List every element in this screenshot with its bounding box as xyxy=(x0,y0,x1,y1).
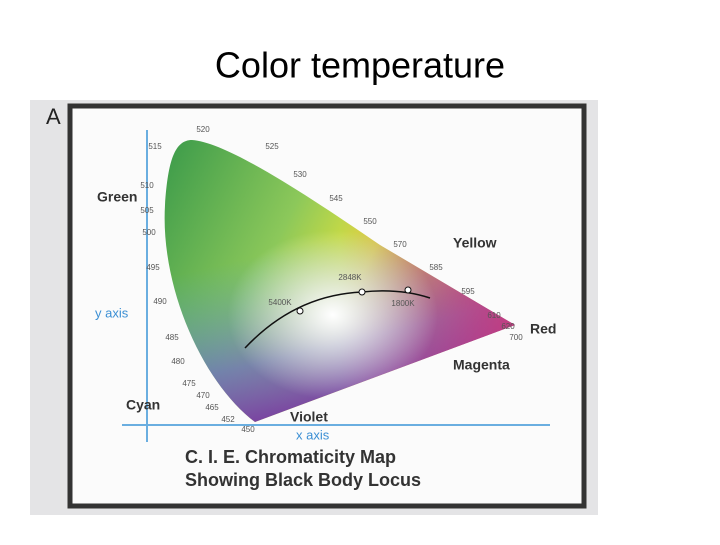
wavelength-label: 450 xyxy=(241,425,255,434)
wavelength-label: 700 xyxy=(509,333,523,342)
region-label: Violet xyxy=(290,409,328,425)
wavelength-label: 595 xyxy=(461,287,475,296)
axis-label: x axis xyxy=(296,427,330,442)
region-label: Yellow xyxy=(453,235,497,251)
wavelength-label: 500 xyxy=(142,228,156,237)
wavelength-label: 550 xyxy=(363,217,377,226)
wavelength-label: 465 xyxy=(205,403,219,412)
slide-title: Color temperature xyxy=(215,45,505,86)
temperature-label: 2848K xyxy=(338,273,362,282)
wavelength-label: 545 xyxy=(329,194,343,203)
wavelength-label: 585 xyxy=(429,263,443,272)
panel-label: A xyxy=(46,104,61,129)
region-label: Red xyxy=(530,321,556,337)
locus-point xyxy=(404,286,412,294)
wavelength-label: 505 xyxy=(140,206,154,215)
wavelength-label: 490 xyxy=(153,297,167,306)
wavelength-label: 452 xyxy=(221,415,235,424)
wavelength-label: 570 xyxy=(393,240,407,249)
caption: Showing Black Body Locus xyxy=(185,470,421,490)
wavelength-label: 620 xyxy=(501,322,515,331)
region-label: Cyan xyxy=(126,397,160,413)
wavelength-label: 470 xyxy=(196,391,210,400)
wavelength-label: 530 xyxy=(293,170,307,179)
horseshoe xyxy=(164,140,515,422)
wavelength-label: 510 xyxy=(140,181,154,190)
temperature-label: 5400K xyxy=(268,298,292,307)
caption: C. I. E. Chromaticity Map xyxy=(185,447,396,467)
wavelength-label: 480 xyxy=(171,357,185,366)
locus-point xyxy=(358,288,366,296)
wavelength-label: 485 xyxy=(165,333,179,342)
wavelength-label: 610 xyxy=(487,311,501,320)
axis-label: y axis xyxy=(95,305,129,320)
wavelength-label: 515 xyxy=(148,142,162,151)
region-label: Green xyxy=(97,189,137,205)
wavelength-label: 495 xyxy=(146,263,160,272)
temperature-label: 1800K xyxy=(391,299,415,308)
wavelength-label: 520 xyxy=(196,125,210,134)
wavelength-label: 475 xyxy=(182,379,196,388)
region-label: Magenta xyxy=(453,357,510,373)
wavelength-label: 525 xyxy=(265,142,279,151)
locus-point xyxy=(296,307,304,315)
